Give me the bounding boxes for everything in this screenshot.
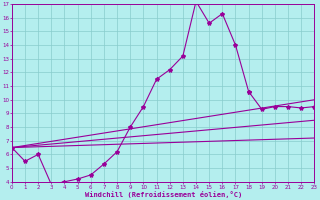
X-axis label: Windchill (Refroidissement éolien,°C): Windchill (Refroidissement éolien,°C): [84, 191, 242, 198]
